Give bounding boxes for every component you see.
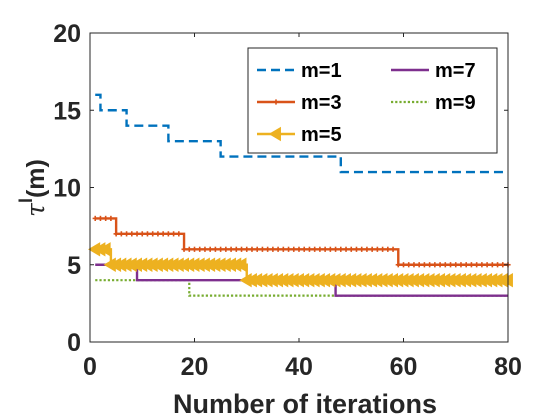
- y-tick-label-3: 15: [53, 97, 81, 125]
- legend-item-m-1: m=1: [257, 60, 342, 82]
- y-axis-label: τl(m): [16, 159, 50, 217]
- legend-label-m-3: m=3: [301, 92, 342, 114]
- x-tick-label-2: 40: [285, 353, 313, 381]
- y-tick-label-1: 5: [67, 252, 81, 280]
- legend-label-m-9: m=9: [435, 92, 476, 114]
- legend-marker-m-5: [268, 126, 281, 142]
- series-m-3: [92, 215, 511, 268]
- legend-label-m-1: m=1: [301, 60, 342, 82]
- x-tick-label-1: 20: [181, 353, 209, 381]
- series-group: [87, 93, 513, 297]
- y-tick-label-0: 0: [67, 329, 81, 357]
- legend-box: [247, 47, 498, 154]
- series-line-m-3: [95, 217, 508, 266]
- marker-m-5-79: [500, 273, 513, 288]
- x-axis-label: Number of iterations: [173, 389, 437, 419]
- legend-item-m-3: m=3: [257, 92, 342, 114]
- marker-m-5-28: [234, 257, 247, 272]
- y-axis-label-text: τl(m): [16, 159, 50, 217]
- y-tick-label-2: 10: [53, 175, 81, 203]
- x-tick-label-4: 80: [494, 353, 522, 381]
- legend-item-m-5: m=5: [257, 124, 342, 146]
- x-tick-label-0: 0: [83, 353, 97, 381]
- y-axis-label-suffix: (m): [22, 159, 50, 198]
- legend-item-m-7: m=7: [391, 60, 476, 82]
- legend-label-m-5: m=5: [301, 124, 342, 146]
- series-m-1: [95, 93, 508, 174]
- x-tick-label-3: 60: [390, 353, 418, 381]
- y-axis-label-superscript: l: [16, 198, 36, 203]
- series-line-m-1: [95, 93, 508, 174]
- y-tick-label-4: 20: [53, 20, 81, 48]
- series-m-5: [87, 242, 513, 288]
- legend: m=1 m=7 m=3 m=9 m=5: [247, 47, 498, 154]
- legend-item-m-9: m=9: [391, 92, 476, 114]
- y-axis-label-symbol: τ: [21, 202, 50, 217]
- legend-label-m-7: m=7: [435, 60, 476, 82]
- marker-m-5-2: [98, 242, 111, 257]
